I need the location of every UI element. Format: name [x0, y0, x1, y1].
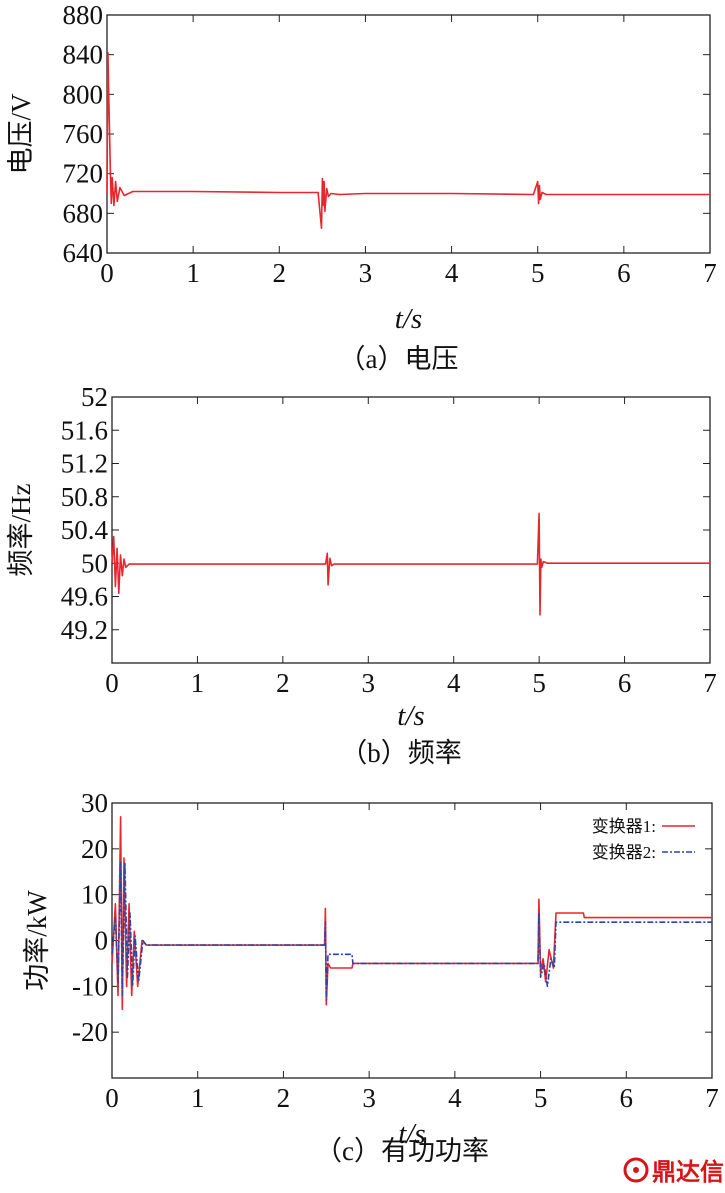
y-tick-label: 760 — [63, 119, 104, 149]
x-tick-label: 2 — [277, 1083, 291, 1113]
y-tick-label: 51.6 — [61, 415, 108, 445]
x-tick-label: 0 — [100, 258, 114, 288]
x-tick-label: 7 — [703, 668, 717, 698]
y-tick-label: 50 — [81, 548, 108, 578]
x-tick-label: 3 — [359, 258, 373, 288]
x-tick-label: 1 — [186, 258, 200, 288]
subfigure-caption: （b）频率 — [340, 738, 462, 768]
x-axis-label: t/s — [397, 700, 424, 732]
series-line-1 — [106, 51, 710, 229]
x-tick-label: 3 — [362, 1083, 376, 1113]
chart-voltage: 0 1 2 3 4 5 6 7 640 680 720 760 800 840 880 电压/V t/s （a）电… — [6, 0, 717, 374]
x-tick-label: 2 — [276, 668, 290, 698]
x-tick-label: 5 — [534, 1083, 548, 1113]
legend-label-2: 变换器2: — [592, 843, 656, 862]
y-tick-label: 51.2 — [61, 449, 108, 479]
series-line-2 — [111, 861, 712, 1001]
y-tick-label: -20 — [72, 1017, 108, 1047]
x-tick-label: 1 — [191, 1083, 205, 1113]
y-tick-label: 0 — [95, 926, 109, 956]
x-tick-label: 6 — [620, 1083, 634, 1113]
y-tick-label: 20 — [81, 834, 108, 864]
x-tick-label: 3 — [362, 668, 376, 698]
y-tick-label: 640 — [63, 238, 104, 268]
y-axis-label: 功率/kW — [22, 890, 52, 991]
y-tick-label: 840 — [63, 40, 104, 70]
x-tick-label: 7 — [705, 1083, 719, 1113]
x-tick-label: 2 — [273, 258, 287, 288]
y-tick-label: -10 — [72, 971, 108, 1001]
x-axis-label: t/s — [398, 1118, 425, 1150]
x-tick-label: 4 — [447, 668, 461, 698]
x-tick-label: 6 — [617, 258, 631, 288]
y-tick-label: 52 — [81, 382, 108, 412]
x-tick-label: 5 — [532, 668, 546, 698]
y-tick-label: 880 — [63, 0, 104, 30]
plot-frame — [106, 14, 711, 254]
y-tick-label: 49.2 — [61, 615, 108, 645]
y-tick-label: 50.8 — [61, 482, 108, 512]
y-tick-label: 800 — [63, 79, 104, 109]
x-tick-label: 4 — [448, 1083, 462, 1113]
x-tick-label: 1 — [191, 668, 205, 698]
x-tick-label: 5 — [531, 258, 545, 288]
plot-frame — [111, 396, 711, 664]
x-tick-label: 6 — [618, 668, 632, 698]
y-tick-label: 30 — [81, 788, 108, 818]
y-axis-label: 电压/V — [6, 93, 36, 175]
x-tick-label: 0 — [105, 668, 119, 698]
x-tick-label: 0 — [105, 1083, 119, 1113]
watermark-logo-icon — [623, 1157, 649, 1183]
series-line-1 — [111, 512, 710, 616]
subfigure-caption: （c）有功功率 — [315, 1136, 489, 1166]
x-tick-label: 4 — [445, 258, 459, 288]
y-tick-label: 680 — [63, 198, 104, 228]
watermark-text: 鼎达信 — [652, 1158, 724, 1186]
y-tick-label: 720 — [63, 159, 104, 189]
legend-label-1: 变换器1: — [592, 817, 656, 836]
watermark: 鼎达信 — [623, 1157, 724, 1186]
x-axis-label: t/s — [395, 303, 422, 335]
watermark-logo-dot — [633, 1167, 639, 1173]
y-tick-label: 50.4 — [61, 515, 109, 545]
chart-active-power: 0 1 2 3 4 5 6 7 -20 -10 0 10 20 30 功率/kW t/s（c）有功功率 变换器1… — [22, 788, 719, 1166]
y-axis-label: 频率/Hz — [6, 483, 36, 576]
subfigure-caption: （a）电压 — [339, 344, 459, 374]
y-tick-label: 49.6 — [61, 582, 108, 612]
x-tick-label: 7 — [703, 258, 717, 288]
y-tick-label: 10 — [81, 880, 108, 910]
